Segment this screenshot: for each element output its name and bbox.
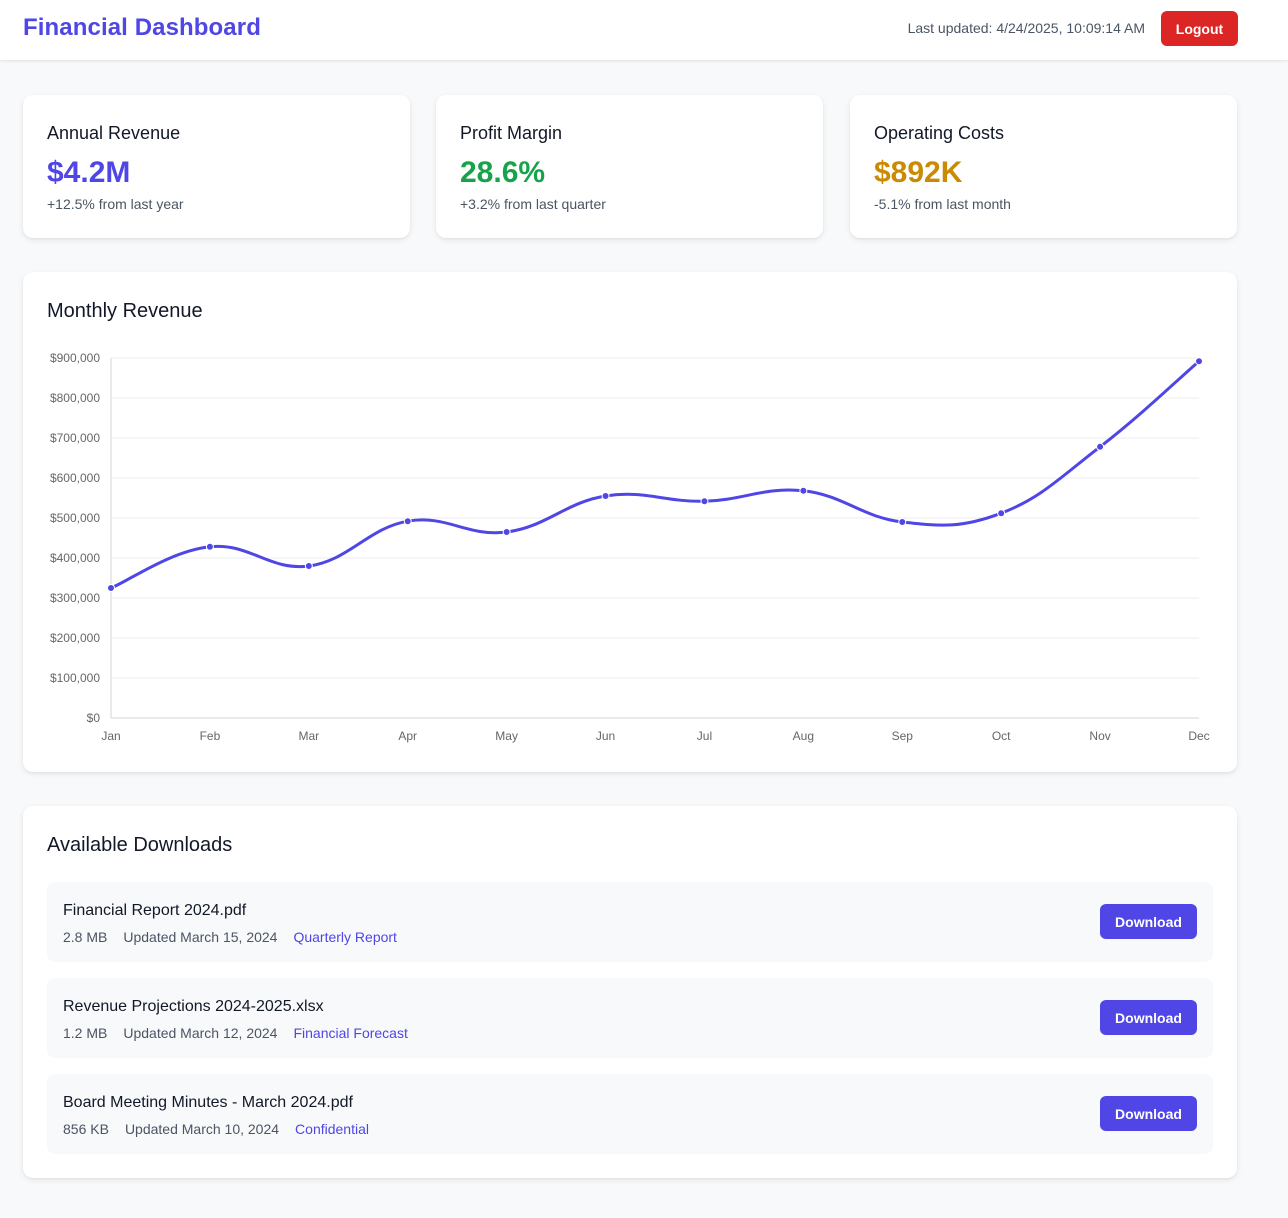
x-tick-label: Sep xyxy=(892,729,914,743)
app-title: Financial Dashboard xyxy=(23,14,261,41)
logout-button[interactable]: Logout xyxy=(1161,11,1238,46)
y-tick-label: $600,000 xyxy=(50,471,100,485)
x-tick-label: Feb xyxy=(200,729,221,743)
x-tick-label: Dec xyxy=(1188,729,1209,743)
file-name: Revenue Projections 2024-2025.xlsx xyxy=(63,998,324,1015)
x-tick-label: Mar xyxy=(298,729,319,743)
data-point xyxy=(403,517,412,526)
x-tick-label: Nov xyxy=(1089,729,1110,743)
data-point xyxy=(304,562,313,570)
y-tick-label: $400,000 xyxy=(50,551,100,565)
download-button[interactable]: Download xyxy=(1100,1000,1197,1035)
data-point xyxy=(205,542,214,551)
chart-title: Monthly Revenue xyxy=(47,300,203,322)
download-item: Board Meeting Minutes - March 2024.pdf 8… xyxy=(47,1074,1213,1154)
data-point xyxy=(1195,357,1203,366)
stat-card-profit-margin: Profit Margin 28.6% +3.2% from last quar… xyxy=(436,95,823,238)
download-item: Financial Report 2024.pdf 2.8 MB Updated … xyxy=(47,882,1213,962)
y-tick-label: $800,000 xyxy=(50,391,100,405)
file-name: Financial Report 2024.pdf xyxy=(63,902,247,919)
file-meta: 1.2 MB Updated March 12, 2024 Financial Fo… xyxy=(63,1025,424,1041)
file-meta: 2.8 MB Updated March 15, 2024 Quarterly Re… xyxy=(63,929,413,945)
download-item: Revenue Projections 2024-2025.xlsx 1.2 M… xyxy=(47,978,1213,1058)
file-updated: Updated March 12, 2024 xyxy=(123,1025,278,1041)
file-tag: Confidential xyxy=(295,1121,369,1137)
y-tick-label: $200,000 xyxy=(50,631,100,645)
top-bar: Financial Dashboard Last updated: 4/24/2… xyxy=(0,0,1288,60)
stat-change: +12.5% from last year xyxy=(47,196,184,212)
x-tick-label: Jun xyxy=(596,729,615,743)
downloads-card: Available Downloads Financial Report 202… xyxy=(23,806,1237,1178)
file-tag: Quarterly Report xyxy=(293,929,397,945)
stat-title: Annual Revenue xyxy=(47,123,181,143)
downloads-title: Available Downloads xyxy=(47,834,233,856)
stat-card-operating-costs: Operating Costs $892K -5.1% from last mo… xyxy=(850,95,1237,238)
y-tick-label: $700,000 xyxy=(50,431,100,445)
x-tick-label: Apr xyxy=(398,729,417,743)
stat-change: -5.1% from last month xyxy=(874,196,1011,212)
x-tick-label: Jan xyxy=(101,729,120,743)
revenue-series-line xyxy=(109,359,1201,590)
file-updated: Updated March 15, 2024 xyxy=(123,929,278,945)
stat-value: $892K xyxy=(874,156,963,189)
download-button[interactable]: Download xyxy=(1100,904,1197,939)
y-tick-label: $500,000 xyxy=(50,511,100,525)
last-updated-text: Last updated: 4/24/2025, 10:09:14 AM xyxy=(907,20,1145,36)
download-button[interactable]: Download xyxy=(1100,1096,1197,1131)
y-tick-label: $100,000 xyxy=(50,671,100,685)
x-tick-label: Aug xyxy=(793,729,814,743)
data-point xyxy=(997,509,1006,518)
x-tick-label: Oct xyxy=(992,729,1011,743)
stat-title: Operating Costs xyxy=(874,123,1005,143)
stat-value: 28.6% xyxy=(460,156,546,189)
stat-title: Profit Margin xyxy=(460,123,563,143)
data-point xyxy=(700,497,709,506)
stat-change: +3.2% from last quarter xyxy=(460,196,606,212)
file-name: Board Meeting Minutes - March 2024.pdf xyxy=(63,1094,353,1111)
data-point xyxy=(799,486,808,495)
data-point xyxy=(107,584,115,592)
file-meta: 856 KB Updated March 10, 2024 Confidential xyxy=(63,1121,385,1137)
stat-card-annual-revenue: Annual Revenue $4.2M +12.5% from last ye… xyxy=(23,95,410,238)
file-size: 2.8 MB xyxy=(63,929,108,945)
data-point xyxy=(898,518,907,526)
data-point xyxy=(502,528,511,536)
y-tick-label: $900,000 xyxy=(50,351,100,365)
x-tick-label: May xyxy=(495,729,518,743)
data-point xyxy=(1096,442,1105,451)
file-tag: Financial Forecast xyxy=(293,1025,408,1041)
file-size: 1.2 MB xyxy=(63,1025,108,1041)
monthly-revenue-card: Monthly Revenue $0 $100,000 $200,000 $300,0… xyxy=(23,272,1237,772)
stat-value: $4.2M xyxy=(47,156,131,189)
y-tick-label: $300,000 xyxy=(50,591,100,605)
y-tick-label: $0 xyxy=(87,711,101,725)
data-point xyxy=(601,492,610,500)
file-updated: Updated March 10, 2024 xyxy=(124,1121,280,1137)
revenue-line-chart: $0 $100,000 $200,000 $300,000 $400,000 $500,0… xyxy=(50,351,1210,743)
file-size: 856 KB xyxy=(63,1121,109,1137)
x-tick-label: Jul xyxy=(697,729,712,743)
